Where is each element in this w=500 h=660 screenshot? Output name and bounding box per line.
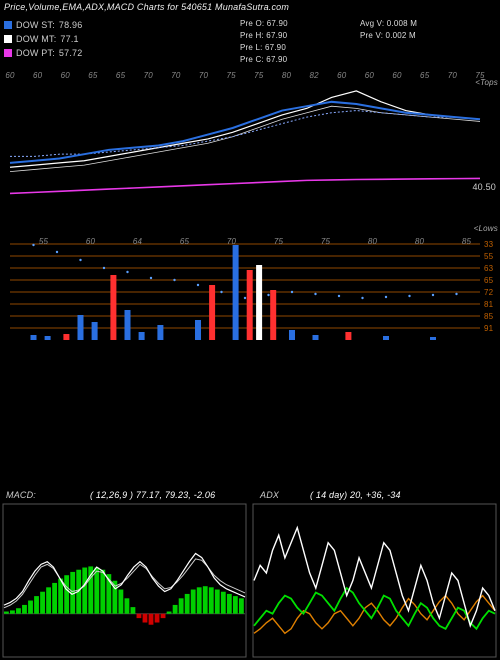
svg-text:65: 65 bbox=[88, 71, 98, 80]
dow-st-label: DOW ST: bbox=[16, 18, 55, 32]
macd-chart bbox=[2, 503, 247, 658]
macd-params: ( 12,26,9 ) 77.17, 79.23, -2.06 bbox=[90, 490, 215, 500]
svg-text:65: 65 bbox=[484, 276, 494, 285]
pre-l: Pre L: 67.90 bbox=[240, 42, 288, 54]
svg-text:63: 63 bbox=[484, 264, 494, 273]
svg-text:60: 60 bbox=[365, 71, 375, 80]
svg-text:65: 65 bbox=[180, 237, 190, 246]
svg-text:70: 70 bbox=[448, 71, 458, 80]
pre-ohlc: Pre O: 67.90 Pre H: 67.90 Pre L: 67.90 P… bbox=[240, 18, 288, 66]
svg-text:80: 80 bbox=[415, 237, 425, 246]
chart-title: Price,Volume,EMA,ADX,MACD Charts for 540… bbox=[4, 2, 289, 12]
adx-chart bbox=[252, 503, 497, 658]
dow-pt-label: DOW PT: bbox=[16, 46, 55, 60]
svg-text:91: 91 bbox=[484, 324, 494, 333]
dow-pt-val: 57.72 bbox=[59, 46, 83, 60]
pre-c: Pre C: 67.90 bbox=[240, 54, 288, 66]
svg-text:33: 33 bbox=[484, 240, 494, 249]
svg-text:81: 81 bbox=[484, 300, 494, 309]
dow-mt-label: DOW MT: bbox=[16, 32, 56, 46]
svg-text:70: 70 bbox=[199, 71, 209, 80]
volume-chart: 91 85 81 72 65 63 55 33 55 60 64 65 70 75 75 80 80 85 bbox=[0, 235, 500, 365]
svg-text:60: 60 bbox=[337, 71, 347, 80]
svg-text:85: 85 bbox=[462, 237, 472, 246]
svg-text:60: 60 bbox=[5, 71, 15, 80]
svg-text:70: 70 bbox=[144, 71, 154, 80]
svg-text:55: 55 bbox=[39, 237, 49, 246]
svg-text:65: 65 bbox=[116, 71, 126, 80]
svg-text:82: 82 bbox=[309, 71, 319, 80]
svg-text:80: 80 bbox=[368, 237, 378, 246]
svg-text:65: 65 bbox=[420, 71, 430, 80]
svg-text:60: 60 bbox=[86, 237, 96, 246]
price-chart: 60 60 60 65 65 70 70 70 75 75 80 82 60 60 60 65 70 75 bbox=[0, 70, 500, 210]
dow-st-val: 78.96 bbox=[59, 18, 83, 32]
svg-text:64: 64 bbox=[133, 237, 143, 246]
svg-text:75: 75 bbox=[227, 71, 237, 80]
svg-text:80: 80 bbox=[282, 71, 292, 80]
macd-label: MACD: bbox=[6, 490, 36, 500]
svg-text:55: 55 bbox=[484, 252, 494, 261]
pre-o: Pre O: 67.90 bbox=[240, 18, 288, 30]
pre-vol: Avg V: 0.008 M Pre V: 0.002 M bbox=[360, 18, 417, 42]
svg-text:60: 60 bbox=[61, 71, 71, 80]
svg-text:70: 70 bbox=[227, 237, 237, 246]
avg-v: Avg V: 0.008 M bbox=[360, 18, 417, 30]
svg-text:60: 60 bbox=[33, 71, 43, 80]
svg-text:75: 75 bbox=[274, 237, 284, 246]
adx-params: ( 14 day) 20, +36, -34 bbox=[310, 490, 401, 500]
lows-label: <Lows bbox=[474, 224, 498, 233]
swatch-pt bbox=[4, 49, 12, 57]
dow-mt-val: 77.1 bbox=[60, 32, 78, 46]
adx-label: ADX bbox=[260, 490, 279, 500]
swatch-mt bbox=[4, 35, 12, 43]
svg-text:75: 75 bbox=[475, 71, 485, 80]
swatch-st bbox=[4, 21, 12, 29]
svg-text:85: 85 bbox=[484, 312, 494, 321]
price-right-label: 40.50 bbox=[472, 182, 496, 192]
svg-text:60: 60 bbox=[392, 71, 402, 80]
svg-text:72: 72 bbox=[484, 288, 494, 297]
pre-v: Pre V: 0.002 M bbox=[360, 30, 417, 42]
svg-text:75: 75 bbox=[321, 237, 331, 246]
pre-h: Pre H: 67.90 bbox=[240, 30, 288, 42]
legend-left: DOW ST: 78.96 DOW MT: 77.1 DOW PT: 57.72 bbox=[4, 18, 82, 60]
svg-text:75: 75 bbox=[254, 71, 264, 80]
svg-text:70: 70 bbox=[171, 71, 181, 80]
